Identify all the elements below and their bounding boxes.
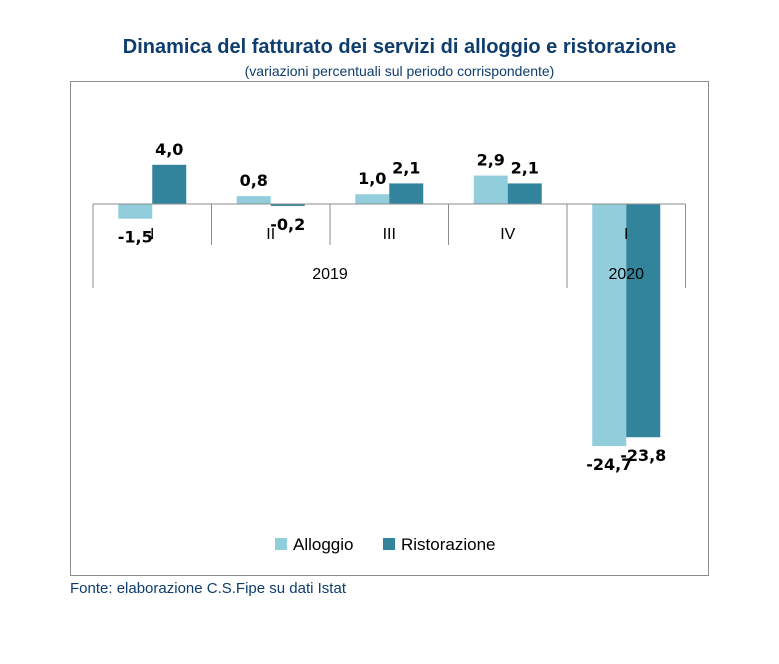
bar-alloggio-0 (118, 204, 153, 219)
bar-alloggio-4 (592, 204, 627, 447)
legend-swatch-ristorazione (383, 538, 395, 550)
bar-ristorazione-2 (389, 183, 424, 204)
category-label: III (383, 226, 396, 243)
group-label: 2019 (312, 266, 348, 283)
source-note: Fonte: elaborazione C.S.Fipe su dati Ist… (70, 580, 346, 597)
data-label: -24,7 (586, 455, 632, 474)
category-label: II (266, 226, 275, 243)
chart-title: Dinamica del fatturato dei servizi di al… (122, 36, 677, 58)
data-label: -0,2 (270, 215, 305, 234)
bar-alloggio-2 (355, 194, 390, 204)
chart-frame (70, 81, 709, 576)
bar-ristorazione-0 (152, 164, 187, 204)
data-label: 2,1 (511, 158, 539, 177)
bar-alloggio-1 (236, 196, 271, 204)
legend-label: Alloggio (293, 535, 354, 554)
data-label: 2,1 (392, 158, 420, 177)
data-label: 4,0 (155, 140, 183, 159)
data-label: -1,5 (118, 228, 153, 247)
category-label: IV (500, 226, 515, 243)
data-label: 1,0 (358, 169, 386, 188)
bar-ristorazione-4 (626, 204, 661, 438)
bar-ristorazione-3 (507, 183, 542, 204)
data-label: -23,8 (620, 446, 666, 465)
legend-label: Ristorazione (401, 535, 496, 554)
data-label: 2,9 (477, 151, 505, 170)
bar-alloggio-3 (473, 175, 508, 204)
legend-swatch-alloggio (275, 538, 287, 550)
bar-ristorazione-1 (270, 204, 305, 206)
category-label: I (624, 226, 628, 243)
group-label: 2020 (608, 266, 644, 283)
chart-subtitle: (variazioni percentuali sul periodo corr… (244, 63, 555, 79)
data-label: 0,8 (240, 171, 268, 190)
category-label: I (150, 226, 154, 243)
